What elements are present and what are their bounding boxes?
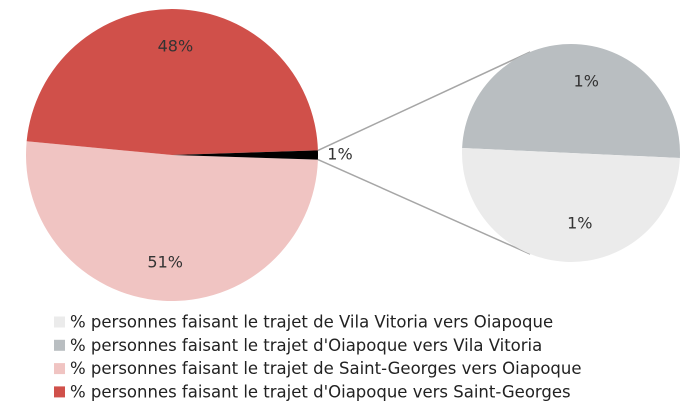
pie-slice	[25, 141, 318, 302]
data-label: 51%	[147, 252, 183, 271]
data-label: 1%	[567, 213, 592, 232]
legend-swatch	[54, 386, 65, 398]
connector-line	[317, 51, 531, 152]
legend-swatch	[54, 339, 65, 351]
data-label: 1%	[574, 72, 599, 91]
pie-slice	[26, 9, 318, 155]
legend-swatch	[54, 363, 65, 375]
pie-slice-other	[172, 150, 318, 160]
pie-slice	[462, 43, 681, 158]
legend-label: % personnes faisant le trajet de Vila Vi…	[70, 313, 553, 332]
legend-label: % personnes faisant le trajet d'Oiapoque…	[70, 336, 542, 355]
legend-swatch	[54, 316, 65, 328]
legend-label: % personnes faisant le trajet d'Oiapoque…	[70, 382, 571, 401]
data-label: 1%	[327, 145, 352, 164]
pie-slice	[462, 148, 680, 262]
legend-label: % personnes faisant le trajet de Saint-G…	[70, 359, 582, 378]
connector-line	[317, 158, 531, 255]
data-label: 48%	[158, 37, 194, 56]
